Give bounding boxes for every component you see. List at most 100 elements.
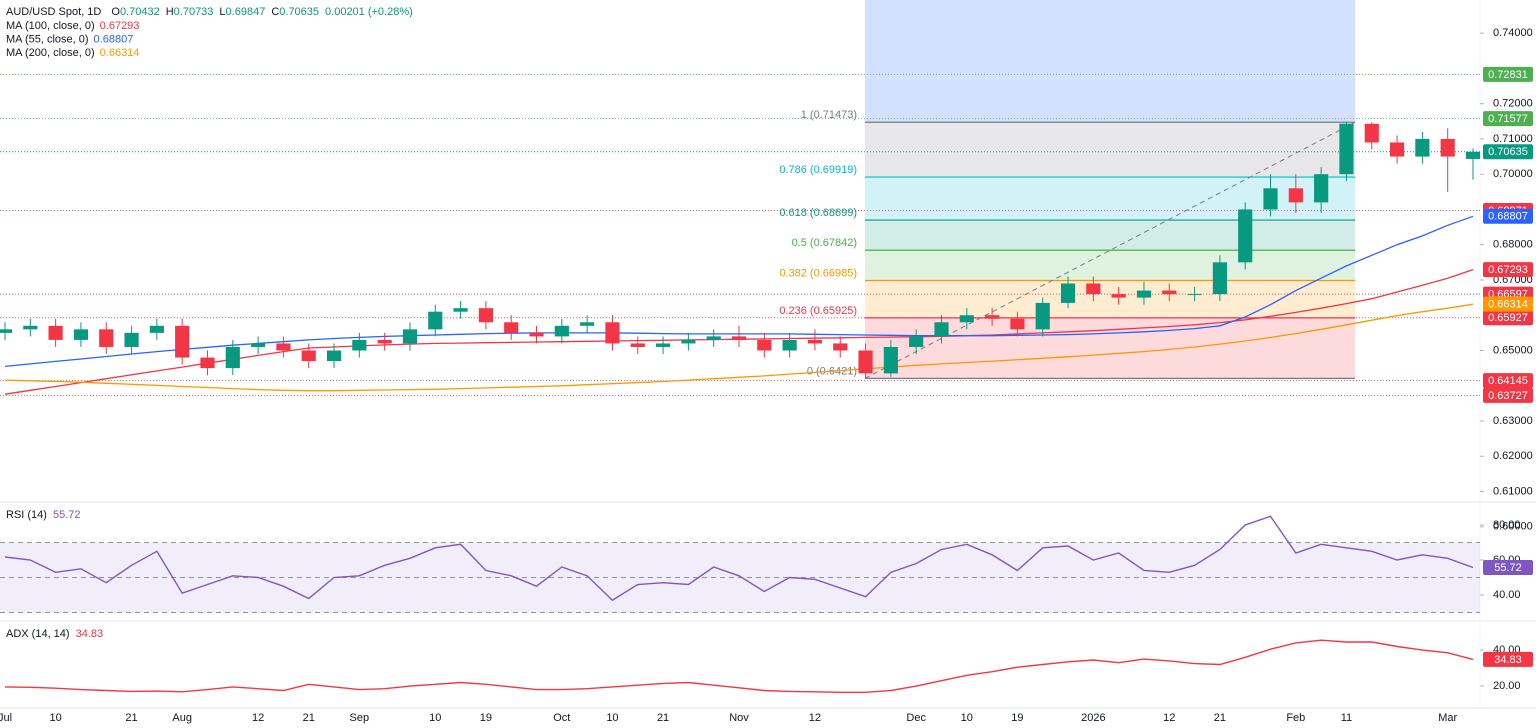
x-tick-label: 10 xyxy=(961,712,973,724)
candle-body xyxy=(200,357,215,369)
candle-body xyxy=(478,308,493,323)
price-tag-label: 0.72831 xyxy=(1488,69,1528,81)
fib-zone xyxy=(865,280,1355,318)
candle-body xyxy=(1389,142,1405,157)
candle-body xyxy=(1415,138,1430,157)
price-tag-label: 34.83 xyxy=(1494,654,1522,666)
candle-body xyxy=(782,339,797,351)
candle-body xyxy=(1162,290,1177,295)
candle-body xyxy=(99,329,114,347)
indicator-value: 34.83 xyxy=(76,628,104,640)
candle-body xyxy=(757,339,772,351)
candle-body xyxy=(149,325,164,333)
ma-value: 0.67293 xyxy=(100,20,140,32)
price-tag xyxy=(1483,310,1533,326)
x-tick-label: 10 xyxy=(49,712,61,724)
indicator-line xyxy=(4,515,1474,602)
indicator-name: ADX (14, 14) xyxy=(6,628,70,640)
price-tag xyxy=(1483,373,1533,389)
x-tick-label: Dec xyxy=(906,712,926,724)
candle-body xyxy=(402,329,418,344)
indicator-name: RSI (14) xyxy=(6,509,47,521)
ma-value: 0.68807 xyxy=(94,33,134,45)
ohlc-key: C xyxy=(271,6,279,18)
x-tick-label: 12 xyxy=(809,712,821,724)
ohlc-key: L xyxy=(219,6,225,18)
x-tick-label: 19 xyxy=(480,712,492,724)
ma-name: MA (100, close, 0) xyxy=(6,20,95,32)
candle-body xyxy=(377,339,392,344)
price-tag-label: 0.70635 xyxy=(1488,146,1528,158)
y-tick-label: 0.70000 xyxy=(1493,168,1533,180)
candle-body xyxy=(1339,123,1354,175)
candle-body xyxy=(1035,302,1050,330)
price-tag xyxy=(1483,144,1533,160)
price-tag-label: 0.63727 xyxy=(1488,390,1528,402)
x-tick-label: Oct xyxy=(553,712,570,724)
price-tag xyxy=(1483,559,1533,575)
candle-body xyxy=(175,325,190,358)
candle-body xyxy=(1187,294,1202,296)
fib-zone xyxy=(865,177,1355,221)
candle-body xyxy=(48,325,63,340)
candle-body xyxy=(453,308,468,312)
candle-body xyxy=(276,343,291,351)
candle-body xyxy=(1111,294,1126,298)
fib-label: 0.618 (0.68699) xyxy=(779,207,857,219)
ma-legend: MA (55, close, 0) 0.68807 xyxy=(6,33,133,45)
candle-body xyxy=(73,329,89,340)
ohlc-key: H xyxy=(166,6,174,18)
candle-body xyxy=(0,329,13,333)
candle-body xyxy=(326,350,342,362)
symbol-title: AUD/USD Spot, 1D xyxy=(6,6,101,18)
candle-body xyxy=(1465,151,1481,159)
candle-body xyxy=(1086,283,1101,295)
price-change: 0.00201 (+0.28%) xyxy=(325,6,413,18)
candle-body xyxy=(681,339,696,344)
candle-body xyxy=(225,346,240,369)
candle-body xyxy=(352,339,367,351)
candle-body xyxy=(1263,188,1278,210)
candle-body xyxy=(554,325,569,337)
candle-body xyxy=(1288,188,1303,203)
indicator-legend: ADX (14, 14) 34.83 xyxy=(6,628,103,640)
price-tag xyxy=(1483,296,1533,312)
x-tick-label: 21 xyxy=(1214,712,1226,724)
ohlc-value: 0.69847 xyxy=(226,6,266,18)
candle-body xyxy=(504,322,519,333)
y-tick-label: 0.65000 xyxy=(1493,344,1533,356)
x-tick-label: Nov xyxy=(729,712,749,724)
candle-body xyxy=(655,343,671,347)
price-tag-label: 0.67293 xyxy=(1488,264,1528,276)
indicator-value: 55.72 xyxy=(53,509,81,521)
ma-value: 0.66314 xyxy=(100,47,140,59)
indicator-legend: RSI (14) 55.72 xyxy=(6,509,81,521)
fib-label: 0.786 (0.69919) xyxy=(779,164,857,176)
fib-zone xyxy=(865,220,1355,251)
price-tag xyxy=(1483,651,1533,667)
candle-body xyxy=(529,332,544,337)
y-tick-label: 0.68000 xyxy=(1493,239,1533,251)
fib-label: 0.382 (0.66985) xyxy=(779,267,857,279)
candle-body xyxy=(580,322,595,326)
ohlc-key: O xyxy=(111,6,120,18)
candle-body xyxy=(251,343,266,347)
candle-body xyxy=(1440,138,1455,157)
fib-zone xyxy=(865,122,1355,178)
candle-body xyxy=(1136,290,1152,298)
y-tick-label: 0.71000 xyxy=(1493,133,1533,145)
price-tag xyxy=(1483,262,1533,278)
indicator-line xyxy=(4,639,1474,693)
price-tag xyxy=(1483,66,1533,82)
candle-body xyxy=(1010,318,1025,330)
candle-body xyxy=(1060,283,1076,303)
x-tick-label: 11 xyxy=(1341,712,1352,724)
candle-body xyxy=(301,350,316,362)
fib-range-highlight xyxy=(865,0,1355,123)
y-tick-label: 0.62000 xyxy=(1493,450,1533,462)
fib-zone xyxy=(865,250,1355,281)
x-tick-label: Sep xyxy=(350,712,370,724)
ma-name: MA (55, close, 0) xyxy=(6,33,89,45)
